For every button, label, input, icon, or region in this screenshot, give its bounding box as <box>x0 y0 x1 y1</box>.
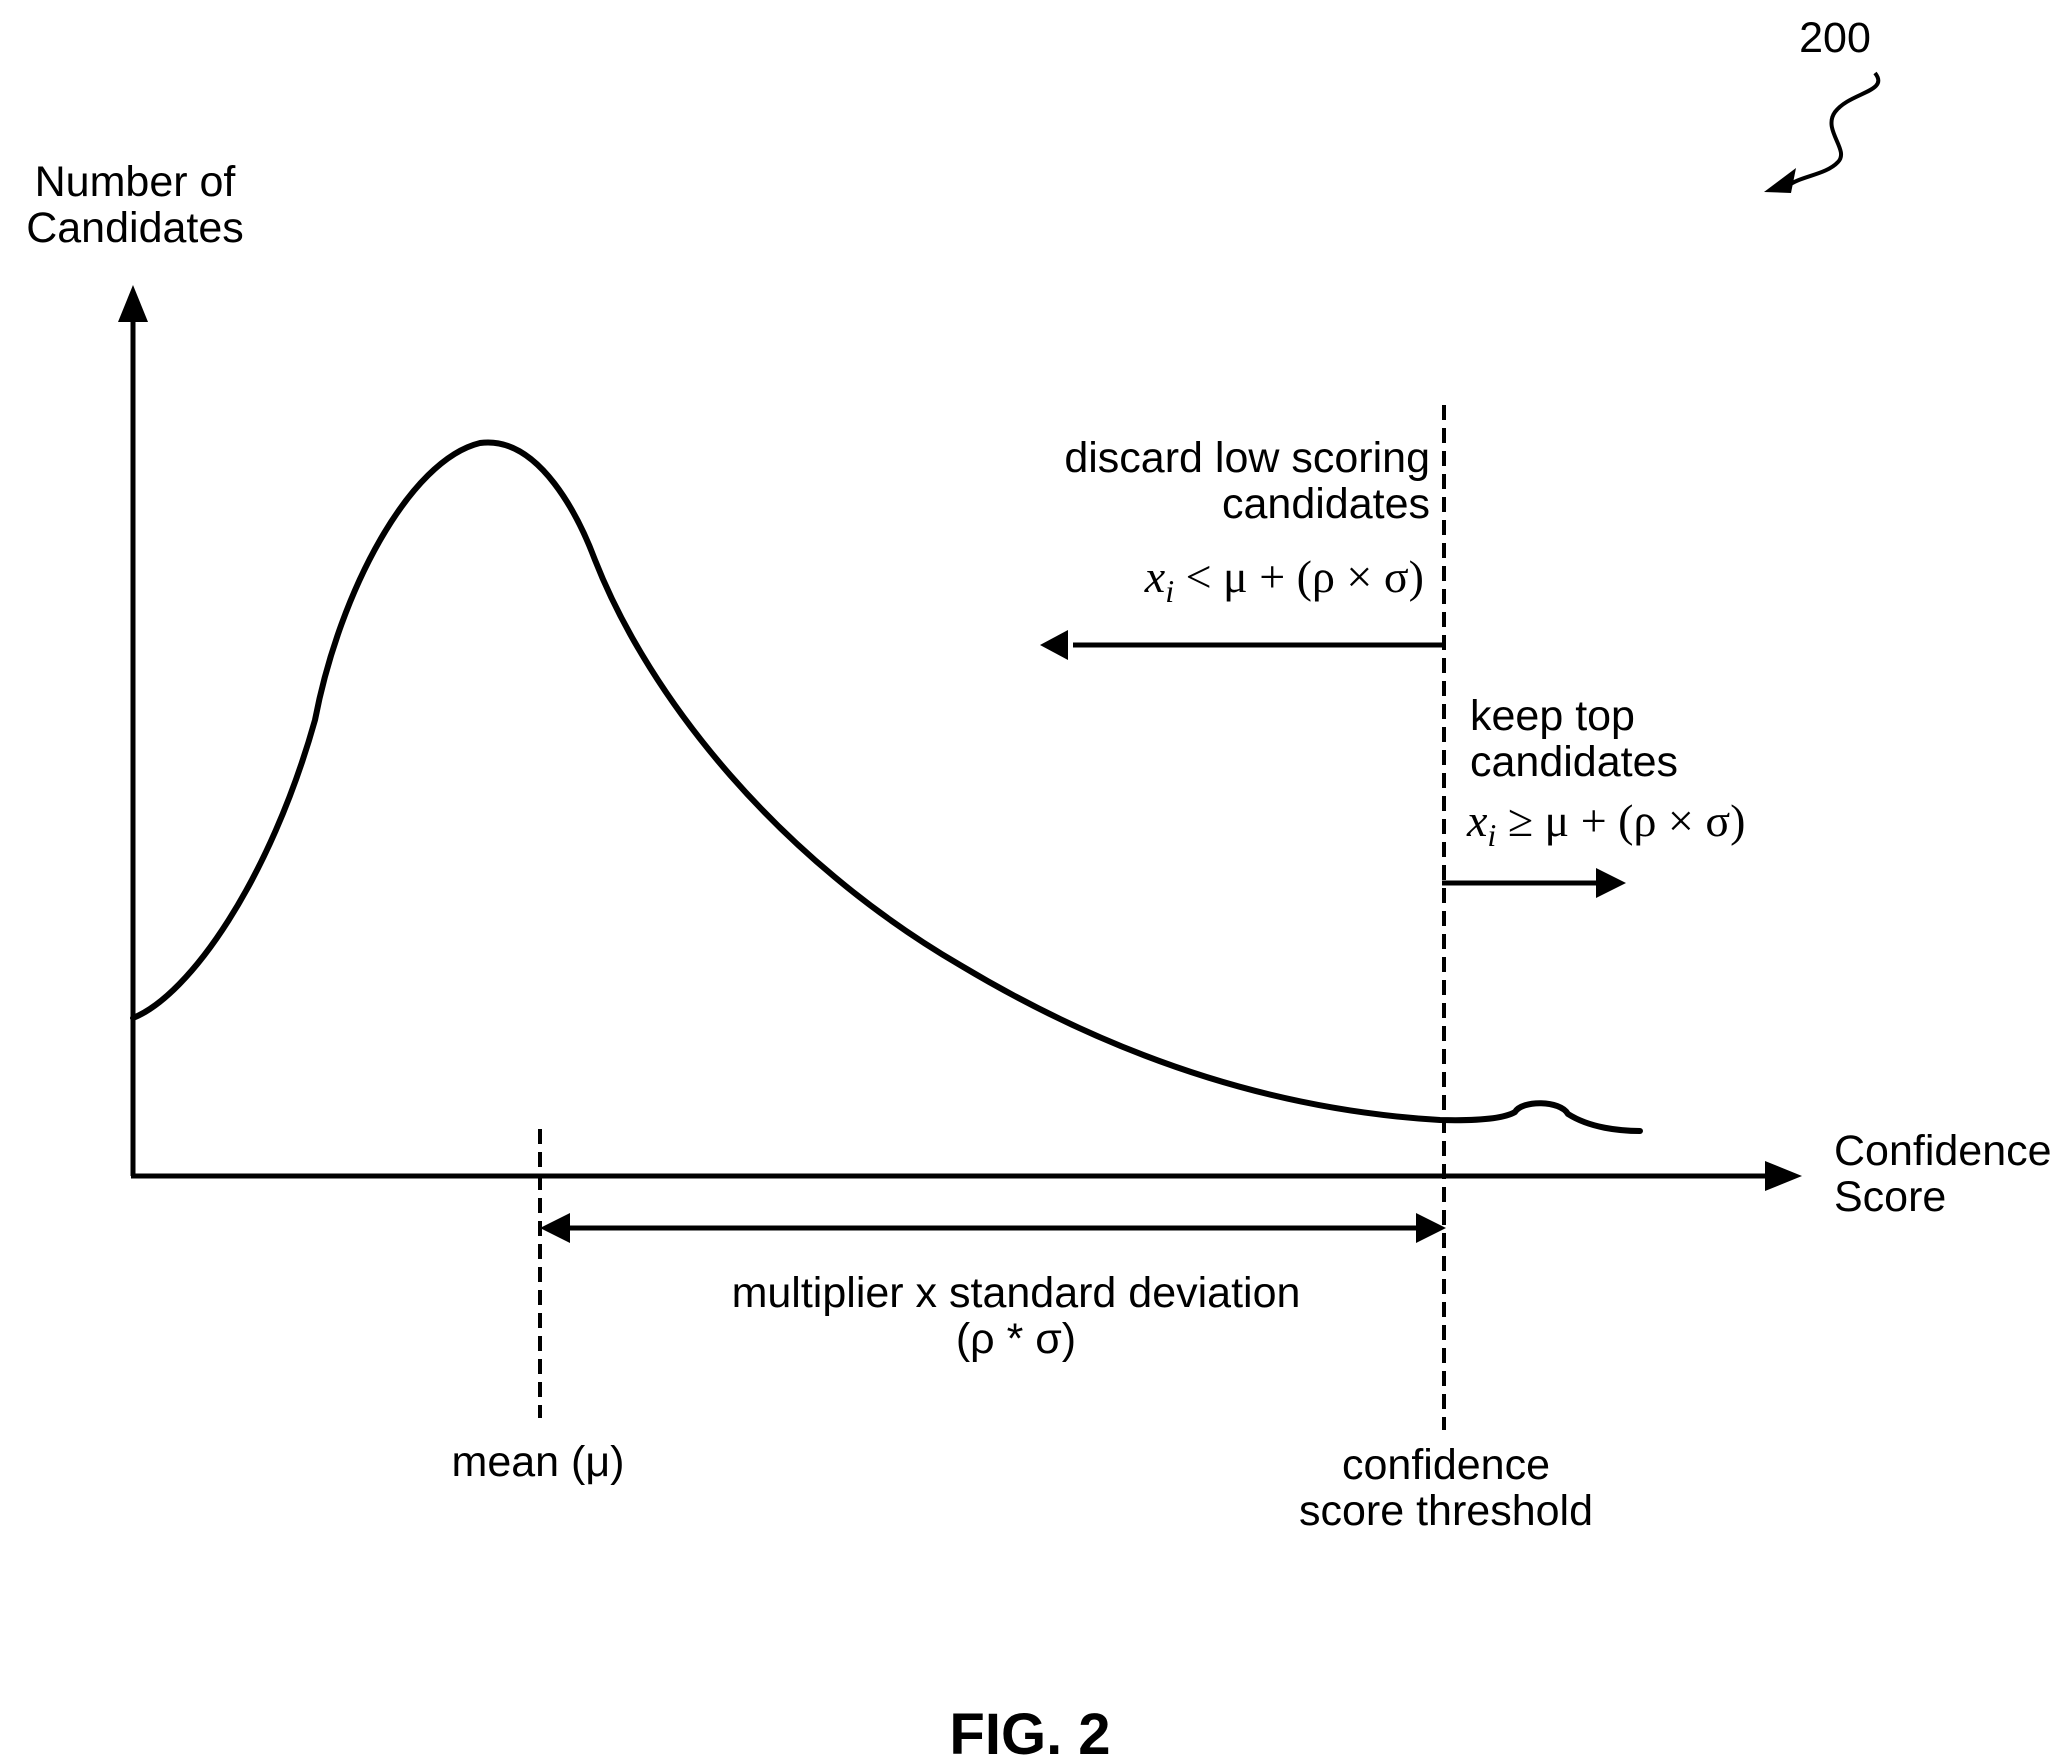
span-arrow-left-head <box>540 1213 570 1243</box>
mean-label: mean (μ) <box>452 1438 625 1486</box>
discard-formula: xi < μ + (ρ × σ) <box>1144 551 1424 609</box>
keep-arrow-head <box>1596 868 1626 898</box>
distribution-curve <box>130 439 1643 1134</box>
discard-arrow-head <box>1040 630 1068 660</box>
discard-label-line1: discard low scoring <box>1064 434 1430 482</box>
y-axis-label-line2: Candidates <box>26 204 244 252</box>
keep-label-line1: keep top <box>1470 692 1635 740</box>
reference-leader <box>1786 71 1881 188</box>
threshold-label-line1: confidence <box>1342 1441 1550 1489</box>
reference-number: 200 <box>1799 14 1871 62</box>
keep-formula: xi ≥ μ + (ρ × σ) <box>1466 795 1746 853</box>
x-axis-arrowhead <box>1765 1161 1802 1191</box>
span-label-line2: (ρ * σ) <box>956 1315 1076 1363</box>
reference-leader-arrowhead <box>1764 168 1796 193</box>
threshold-label-line2: score threshold <box>1299 1487 1593 1535</box>
span-label-line1: multiplier x standard deviation <box>732 1269 1301 1317</box>
y-axis-label-line1: Number of <box>35 158 237 206</box>
figure-caption: FIG. 2 <box>949 1702 1110 1760</box>
x-axis-label-line2: Score <box>1834 1173 1946 1221</box>
keep-label-line2: candidates <box>1470 738 1678 786</box>
span-arrow-right-head <box>1416 1213 1446 1243</box>
discard-label-line2: candidates <box>1222 480 1430 528</box>
x-axis-label-line1: Confidence <box>1834 1127 2052 1175</box>
y-axis-arrowhead <box>118 285 148 322</box>
